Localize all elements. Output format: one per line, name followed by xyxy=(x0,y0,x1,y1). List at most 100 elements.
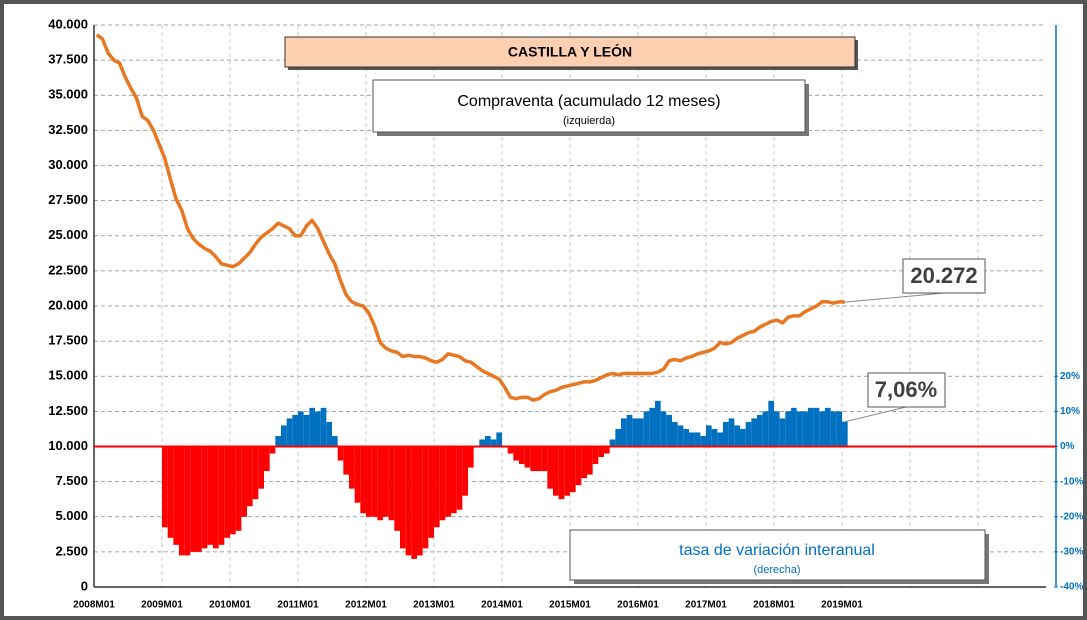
y-tick-label: 2.500 xyxy=(55,543,88,558)
bar xyxy=(632,418,638,447)
y-tick-label: 27.500 xyxy=(48,192,88,207)
bar xyxy=(541,446,548,472)
bar xyxy=(439,446,446,521)
bar xyxy=(553,446,559,496)
bar xyxy=(383,446,389,517)
bar xyxy=(241,446,247,517)
bar xyxy=(162,446,168,528)
bar xyxy=(808,407,814,447)
bar xyxy=(683,428,689,447)
bar xyxy=(388,446,395,521)
bar xyxy=(479,439,485,447)
bar xyxy=(434,446,440,528)
bar xyxy=(258,446,264,489)
x-tick-label: 2008M01 xyxy=(73,600,115,611)
leader-line xyxy=(844,406,907,423)
bar xyxy=(230,446,236,535)
y-tick-label: 35.000 xyxy=(48,87,88,102)
bar xyxy=(575,446,582,486)
y-tick-label: 20.000 xyxy=(48,297,88,312)
bar xyxy=(825,407,831,447)
title-box xyxy=(284,36,856,68)
legend-box xyxy=(372,79,806,133)
bar xyxy=(428,446,434,538)
bar xyxy=(207,446,213,545)
bar xyxy=(768,400,774,447)
bar xyxy=(615,428,621,447)
bar xyxy=(332,435,338,447)
x-tick-label: 2013M01 xyxy=(413,600,455,611)
y-tick-label: 37.500 xyxy=(48,52,88,67)
bar xyxy=(530,446,536,472)
bar xyxy=(371,446,378,517)
y2-tick-label: 10% xyxy=(1060,406,1080,417)
data-label-box xyxy=(867,372,946,408)
bar xyxy=(422,446,429,549)
x-tick-label: 2018M01 xyxy=(753,600,795,611)
bar xyxy=(621,418,627,447)
bar xyxy=(445,446,451,517)
bar xyxy=(813,407,820,447)
y-tick-label: 32.500 xyxy=(48,122,88,137)
bar xyxy=(286,418,293,447)
bar xyxy=(689,432,695,447)
bar xyxy=(643,411,650,447)
bar xyxy=(490,439,497,447)
x-tick-label: 2015M01 xyxy=(549,600,591,611)
bar xyxy=(774,411,780,447)
bar xyxy=(456,446,463,510)
y2-tick-label: -40% xyxy=(1060,582,1083,593)
bar xyxy=(377,446,383,521)
x-tick-label: 2010M01 xyxy=(209,600,251,611)
bar xyxy=(224,446,230,538)
bar xyxy=(326,421,332,447)
bar xyxy=(354,446,361,503)
y2-tick-label: -20% xyxy=(1060,511,1083,522)
bar xyxy=(677,425,684,447)
bar xyxy=(779,418,786,447)
bar xyxy=(320,407,327,447)
bar xyxy=(547,446,553,489)
bar xyxy=(723,421,729,447)
bar xyxy=(717,432,723,447)
legend-subtext: (izquierda) xyxy=(563,115,615,127)
bar xyxy=(462,446,468,496)
bar xyxy=(507,446,514,454)
bar xyxy=(218,446,225,545)
bar xyxy=(496,432,502,447)
bar xyxy=(592,446,599,465)
bar xyxy=(201,446,208,549)
bar xyxy=(762,411,769,447)
bar xyxy=(558,446,565,500)
legend-text: Compraventa (acumulado 12 meses) xyxy=(457,93,720,110)
bar xyxy=(298,411,304,447)
chart-title: CASTILLA Y LEÓN xyxy=(508,43,632,60)
bar xyxy=(694,432,701,447)
bar xyxy=(734,425,740,447)
bar xyxy=(740,428,746,447)
bar xyxy=(167,446,174,538)
bar xyxy=(513,446,519,461)
x-tick-label: 2011M01 xyxy=(277,600,319,611)
x-tick-label: 2016M01 xyxy=(617,600,659,611)
x-tick-label: 2019M01 xyxy=(821,600,863,611)
bar xyxy=(791,407,797,447)
y2-tick-label: -10% xyxy=(1060,476,1083,487)
bar xyxy=(213,446,219,549)
bar xyxy=(292,414,298,447)
bar xyxy=(649,407,655,447)
bar xyxy=(564,446,570,496)
bar xyxy=(638,418,644,447)
bar xyxy=(173,446,179,545)
bar xyxy=(275,435,281,447)
bar xyxy=(468,446,474,468)
bar xyxy=(485,435,491,447)
bar xyxy=(745,421,752,447)
bar xyxy=(303,414,310,447)
bar xyxy=(706,425,712,447)
y-tick-label: 0 xyxy=(81,578,88,593)
bar xyxy=(819,411,825,447)
y-tick-label: 10.000 xyxy=(48,438,88,453)
bar xyxy=(757,414,763,447)
